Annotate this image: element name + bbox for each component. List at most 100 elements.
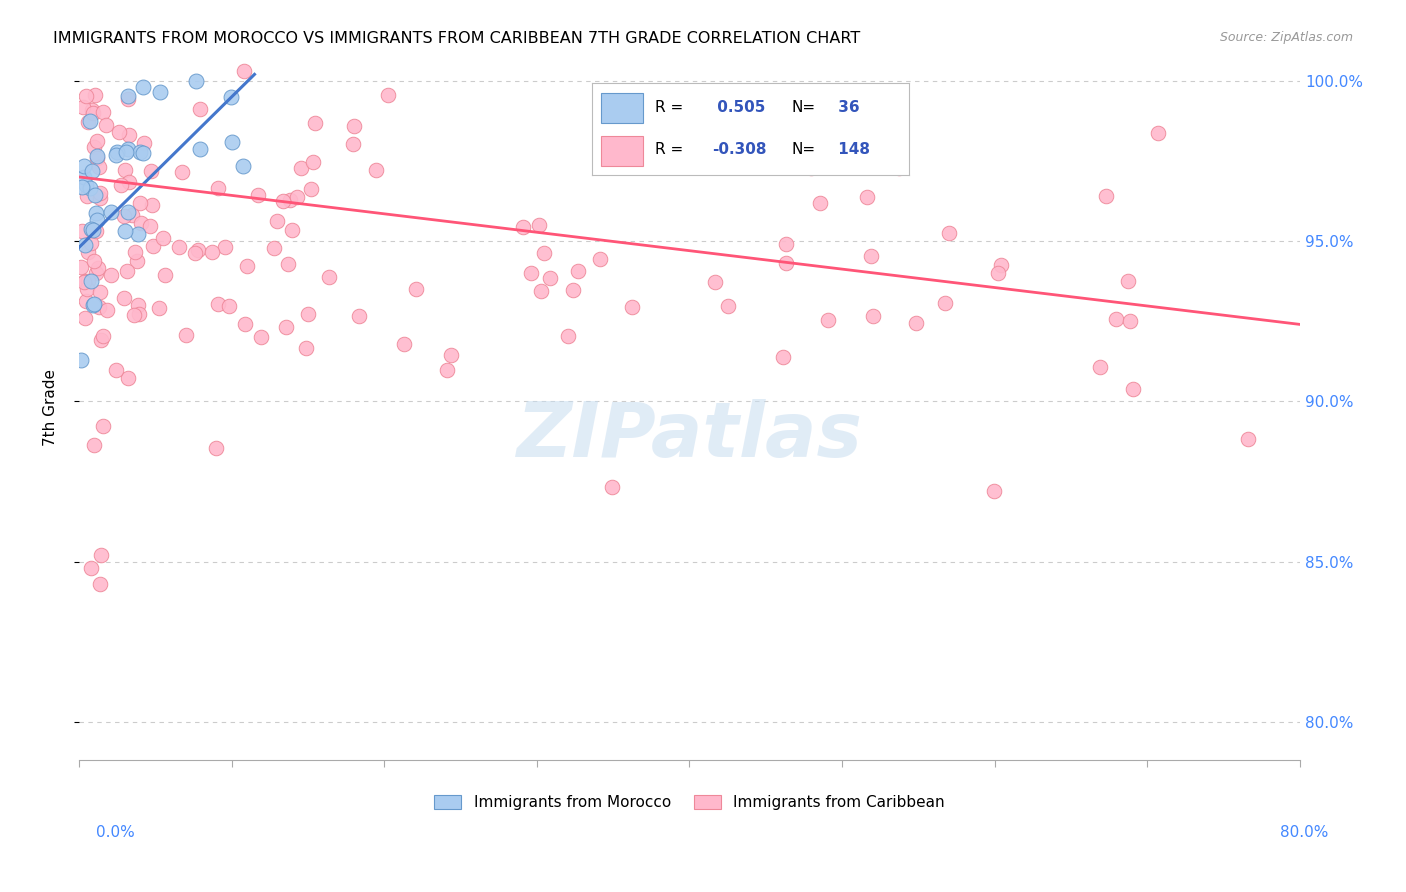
- Point: [100, 268, 122, 283]
- Point: [84, 188, 107, 202]
- Point: [148, 86, 170, 100]
- Point: [207, 297, 229, 311]
- Point: [153, 268, 176, 282]
- Point: [775, 237, 797, 252]
- Point: [124, 245, 146, 260]
- Point: [233, 317, 256, 331]
- Point: [290, 161, 312, 176]
- Point: [808, 196, 831, 211]
- Point: [72, 275, 94, 289]
- Point: [139, 219, 162, 234]
- Point: [141, 163, 163, 178]
- Point: [567, 264, 589, 278]
- Point: [105, 147, 128, 161]
- Point: [128, 227, 150, 241]
- Point: [91, 329, 114, 343]
- Point: [538, 270, 561, 285]
- Point: [114, 163, 136, 178]
- Point: [75, 274, 97, 288]
- Point: [205, 441, 228, 455]
- Point: [232, 159, 254, 173]
- Point: [115, 264, 138, 278]
- Point: [118, 128, 141, 142]
- Point: [89, 191, 111, 205]
- Point: [934, 295, 956, 310]
- Point: [246, 187, 269, 202]
- Point: [118, 175, 141, 189]
- Text: Source: ZipAtlas.com: Source: ZipAtlas.com: [1219, 31, 1353, 45]
- Point: [141, 198, 163, 212]
- Point: [188, 102, 211, 116]
- Point: [80, 223, 103, 237]
- Point: [280, 222, 302, 236]
- Point: [127, 298, 149, 312]
- Point: [520, 266, 543, 280]
- Point: [80, 236, 103, 251]
- Point: [186, 74, 208, 88]
- Point: [250, 330, 273, 344]
- Point: [82, 298, 104, 312]
- Point: [983, 483, 1005, 498]
- Point: [342, 120, 364, 134]
- Point: [75, 178, 97, 192]
- Point: [112, 291, 135, 305]
- Point: [148, 301, 170, 315]
- Point: [1118, 314, 1140, 328]
- Point: [87, 161, 110, 175]
- Point: [172, 165, 194, 179]
- Point: [76, 282, 98, 296]
- Point: [128, 145, 150, 160]
- Point: [287, 190, 309, 204]
- Point: [188, 142, 211, 156]
- Point: [75, 237, 97, 252]
- Point: [817, 313, 839, 327]
- Point: [1095, 188, 1118, 202]
- Point: [80, 163, 103, 178]
- Point: [1236, 433, 1258, 447]
- Point: [274, 320, 297, 334]
- Point: [174, 327, 197, 342]
- Point: [84, 224, 107, 238]
- Point: [72, 180, 94, 194]
- Point: [129, 216, 152, 230]
- Point: [1090, 360, 1112, 375]
- Point: [132, 145, 155, 160]
- Text: IMMIGRANTS FROM MOROCCO VS IMMIGRANTS FROM CARIBBEAN 7TH GRADE CORRELATION CHART: IMMIGRANTS FROM MOROCCO VS IMMIGRANTS FR…: [53, 31, 860, 46]
- Point: [304, 116, 326, 130]
- Y-axis label: 7th Grade: 7th Grade: [44, 369, 58, 446]
- Point: [70, 260, 93, 275]
- Point: [80, 103, 103, 118]
- Point: [938, 227, 960, 241]
- Point: [84, 87, 107, 102]
- Point: [232, 64, 254, 78]
- Point: [814, 94, 837, 108]
- Point: [86, 212, 108, 227]
- Point: [76, 115, 98, 129]
- Point: [72, 100, 94, 114]
- Point: [117, 88, 139, 103]
- Point: [297, 307, 319, 321]
- Point: [114, 224, 136, 238]
- Point: [1122, 382, 1144, 396]
- Point: [392, 337, 415, 351]
- Point: [512, 219, 534, 234]
- Point: [987, 266, 1010, 280]
- Point: [904, 317, 927, 331]
- Point: [218, 299, 240, 313]
- Legend: Immigrants from Morocco, Immigrants from Caribbean: Immigrants from Morocco, Immigrants from…: [427, 789, 952, 816]
- Point: [75, 294, 97, 309]
- Point: [187, 243, 209, 257]
- Point: [115, 145, 138, 160]
- Point: [600, 480, 623, 494]
- Point: [75, 89, 97, 103]
- Point: [117, 370, 139, 384]
- Point: [1116, 274, 1139, 288]
- Point: [112, 209, 135, 223]
- Point: [318, 269, 340, 284]
- Point: [295, 341, 318, 355]
- Point: [87, 260, 110, 275]
- Point: [90, 548, 112, 562]
- Point: [263, 241, 285, 255]
- Point: [772, 350, 794, 364]
- Text: ZIPatlas: ZIPatlas: [516, 399, 862, 473]
